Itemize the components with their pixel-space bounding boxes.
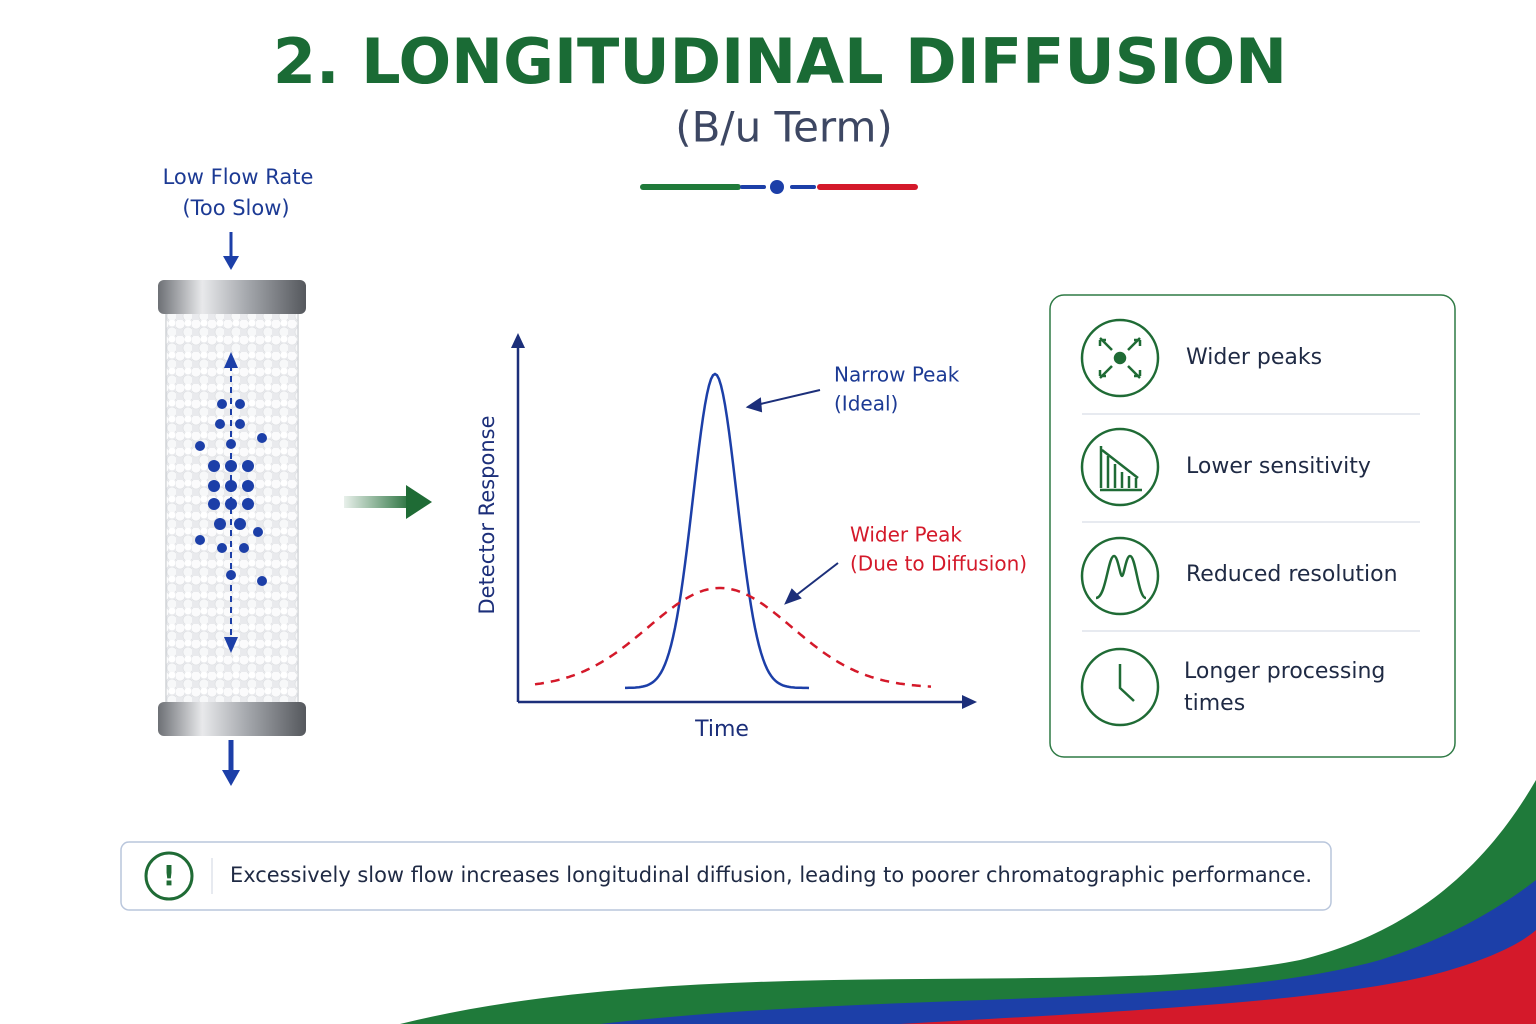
flow-arrow bbox=[344, 485, 432, 519]
wave-blue bbox=[600, 880, 1536, 1024]
effect-item: Longer processing times bbox=[1184, 659, 1386, 716]
title: 2. LONGITUDINAL DIFFUSION bbox=[273, 25, 1287, 98]
note-text: Excessively slow flow increases longitud… bbox=[230, 863, 1312, 887]
y-axis-label: Detector Response bbox=[475, 415, 499, 614]
x-axis-label: Time bbox=[694, 717, 749, 742]
separators bbox=[1082, 413, 1420, 632]
wave-red bbox=[900, 930, 1536, 1024]
note-icon-text: ! bbox=[163, 859, 176, 892]
column-illustration bbox=[158, 232, 306, 786]
divider bbox=[640, 180, 918, 194]
effect-icons bbox=[1080, 318, 1160, 727]
narrow-peak-curve bbox=[625, 372, 810, 690]
column-label: Low Flow Rate bbox=[163, 165, 314, 189]
effect-item-wrap: Longer processing times bbox=[1184, 659, 1386, 716]
effects-box bbox=[1049, 294, 1456, 758]
note-icon bbox=[144, 851, 194, 901]
effect-item: Wider peaks bbox=[1186, 345, 1322, 370]
graph-axes bbox=[511, 333, 977, 709]
effect-item: Lower sensitivity bbox=[1186, 454, 1371, 479]
column-label: (Too Slow) bbox=[182, 196, 289, 220]
effect-item: Reduced resolution bbox=[1186, 562, 1398, 587]
narrow-peak-label: (Ideal) bbox=[834, 392, 898, 416]
note-box bbox=[120, 841, 1332, 911]
pointer bbox=[745, 389, 839, 605]
wide-peak-label: Wider Peak bbox=[850, 523, 962, 547]
subtitle: (B/u Term) bbox=[675, 103, 893, 152]
wide-peak-label: (Due to Diffusion) bbox=[850, 552, 1027, 576]
narrow-peak-label: Narrow Peak bbox=[834, 363, 960, 387]
wide-peak-curve bbox=[534, 586, 932, 688]
